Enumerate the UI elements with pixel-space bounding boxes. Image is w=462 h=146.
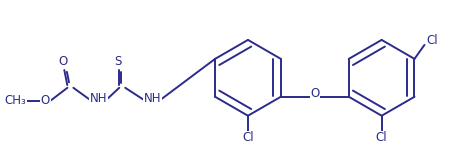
Text: O: O [59,55,68,68]
Text: O: O [310,87,319,100]
Text: NH: NH [143,92,161,105]
Text: Cl: Cl [376,131,388,144]
Text: S: S [115,55,122,68]
Text: Cl: Cl [426,34,438,47]
Text: O: O [41,94,50,107]
Text: Cl: Cl [242,131,254,144]
Text: NH: NH [90,92,107,105]
Text: CH₃: CH₃ [5,94,26,107]
